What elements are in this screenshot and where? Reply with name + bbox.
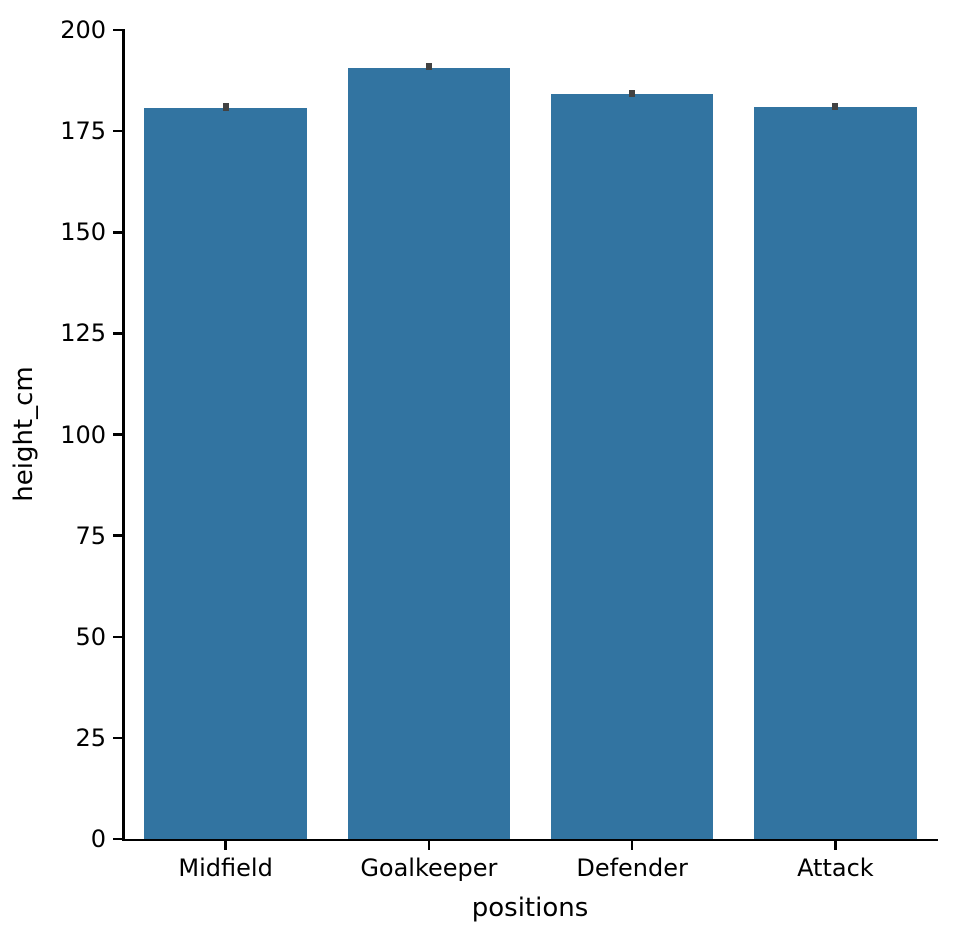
- error-bar-defender: [629, 89, 636, 97]
- y-tick-mark-0: [113, 837, 122, 841]
- x-axis-label: positions: [471, 893, 589, 923]
- y-tick-label-25: 25: [75, 723, 106, 752]
- x-tick-label-goalkeeper: Goalkeeper: [360, 854, 498, 882]
- y-tick-label-75: 75: [75, 521, 106, 550]
- x-tick-label-defender: Defender: [576, 854, 688, 882]
- y-tick-mark-125: [113, 332, 122, 335]
- y-tick-label-0: 0: [90, 825, 106, 853]
- y-tick-mark-100: [113, 433, 122, 436]
- bar-goalkeeper: [347, 68, 511, 839]
- y-tick-mark-175: [113, 129, 122, 133]
- x-tick-mark-defender: [630, 841, 634, 850]
- error-bar-midfield: [222, 103, 229, 111]
- y-tick-mark-200: [113, 28, 122, 32]
- error-bar-attack: [832, 102, 839, 111]
- y-tick-label-200: 200: [60, 16, 106, 44]
- bar-midfield: [144, 108, 307, 839]
- plot-area: [124, 30, 937, 839]
- y-tick-mark-150: [113, 231, 122, 234]
- error-bar-goalkeeper: [425, 63, 432, 71]
- x-tick-label-attack: Attack: [797, 854, 874, 882]
- bar-attack: [754, 106, 917, 839]
- x-tick-mark-attack: [834, 841, 837, 850]
- x-tick-mark-goalkeeper: [427, 841, 431, 850]
- y-axis-spine: [122, 29, 125, 840]
- x-tick-mark-midfield: [224, 841, 227, 850]
- y-tick-label-150: 150: [60, 218, 106, 247]
- y-tick-label-100: 100: [60, 420, 106, 449]
- y-tick-mark-75: [113, 534, 122, 537]
- y-tick-label-175: 175: [60, 117, 106, 146]
- y-tick-mark-50: [113, 635, 122, 638]
- y-tick-label-50: 50: [75, 622, 106, 651]
- y-tick-label-125: 125: [60, 319, 106, 348]
- bar-defender: [550, 93, 714, 839]
- x-axis-spine: [122, 838, 938, 841]
- y-tick-mark-25: [113, 736, 122, 740]
- x-tick-label-midfield: Midfield: [178, 854, 273, 882]
